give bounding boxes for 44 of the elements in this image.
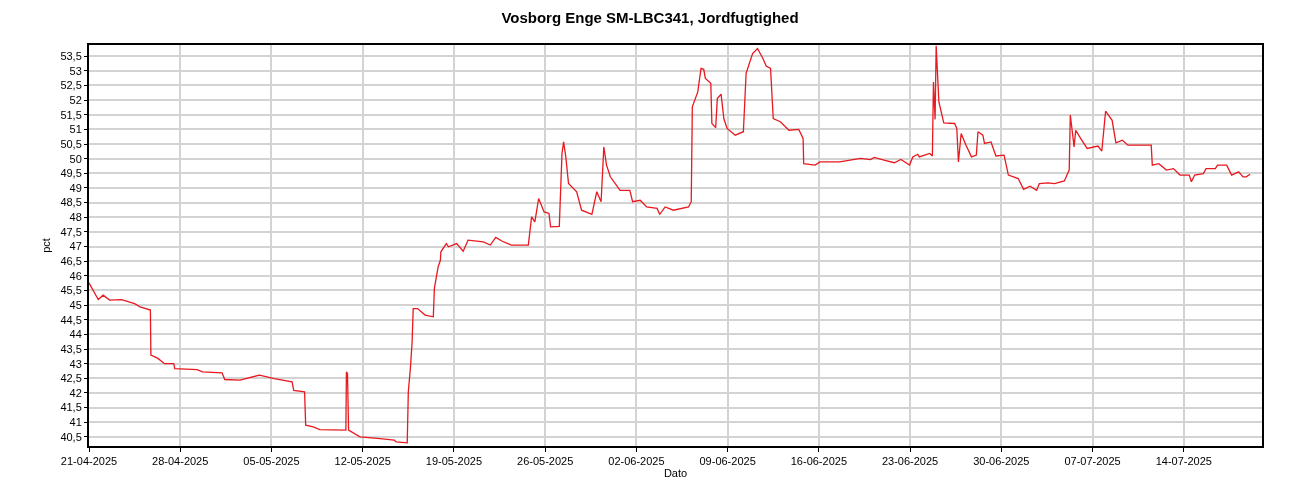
y-tick-label: 50,5 (60, 137, 82, 150)
y-tick-label: 45 (69, 298, 82, 311)
y-tick-label: 50 (69, 152, 82, 165)
y-tick-label: 43 (69, 357, 82, 370)
x-tick-label: 05-05-2025 (243, 455, 300, 468)
y-tick-label: 45,5 (60, 284, 82, 297)
y-tick-label: 41,5 (60, 401, 82, 414)
x-axis-title: Dato (663, 467, 688, 480)
y-tick-label: 44 (69, 328, 82, 341)
x-tick-label: 09-06-2025 (699, 455, 756, 468)
x-tick-label: 30-06-2025 (973, 455, 1030, 468)
y-tick-label: 46,5 (60, 255, 82, 268)
x-tick-label: 28-04-2025 (152, 455, 209, 468)
y-tick-label: 51 (69, 123, 82, 136)
x-tick-label: 19-05-2025 (425, 455, 483, 468)
line-series (89, 45, 1251, 444)
y-tick-label: 52,5 (60, 79, 82, 92)
y-tick-label: 49,5 (60, 167, 82, 180)
x-tick-label: 26-05-2025 (517, 455, 574, 468)
y-tick-label: 52 (69, 93, 82, 106)
x-tick-label: 02-06-2025 (608, 455, 665, 468)
y-tick-label: 40,5 (60, 430, 82, 443)
y-tick-label: 42 (69, 386, 82, 399)
chart-title: Vosborg Enge SM-LBC341, Jordfugtighed (501, 9, 799, 26)
y-tick-label: 44,5 (60, 313, 82, 326)
y-tick-label: 53 (69, 64, 82, 77)
x-tick-label: 21-04-2025 (60, 455, 118, 468)
y-tick-label: 47 (69, 240, 82, 253)
y-tick-label: 47,5 (60, 225, 82, 238)
x-tick-label: 16-06-2025 (790, 455, 848, 468)
y-axis-title: pct (39, 238, 52, 253)
y-tick-label: 42,5 (60, 372, 82, 385)
y-tick-label: 51,5 (60, 108, 82, 121)
x-tick-label: 14-07-2025 (1155, 455, 1212, 468)
y-tick-label: 53,5 (60, 49, 82, 62)
y-tick-label: 49 (69, 181, 82, 194)
y-tick-label: 46 (69, 269, 82, 282)
y-tick-label: 48,5 (60, 196, 82, 209)
x-tick-label: 12-05-2025 (334, 455, 391, 468)
y-tick-label: 48 (69, 211, 82, 224)
x-tick-label: 23-06-2025 (881, 455, 939, 468)
x-tick-label: 07-07-2025 (1064, 455, 1121, 468)
y-tick-label: 43,5 (60, 342, 82, 355)
y-tick-label: 41 (69, 416, 82, 429)
